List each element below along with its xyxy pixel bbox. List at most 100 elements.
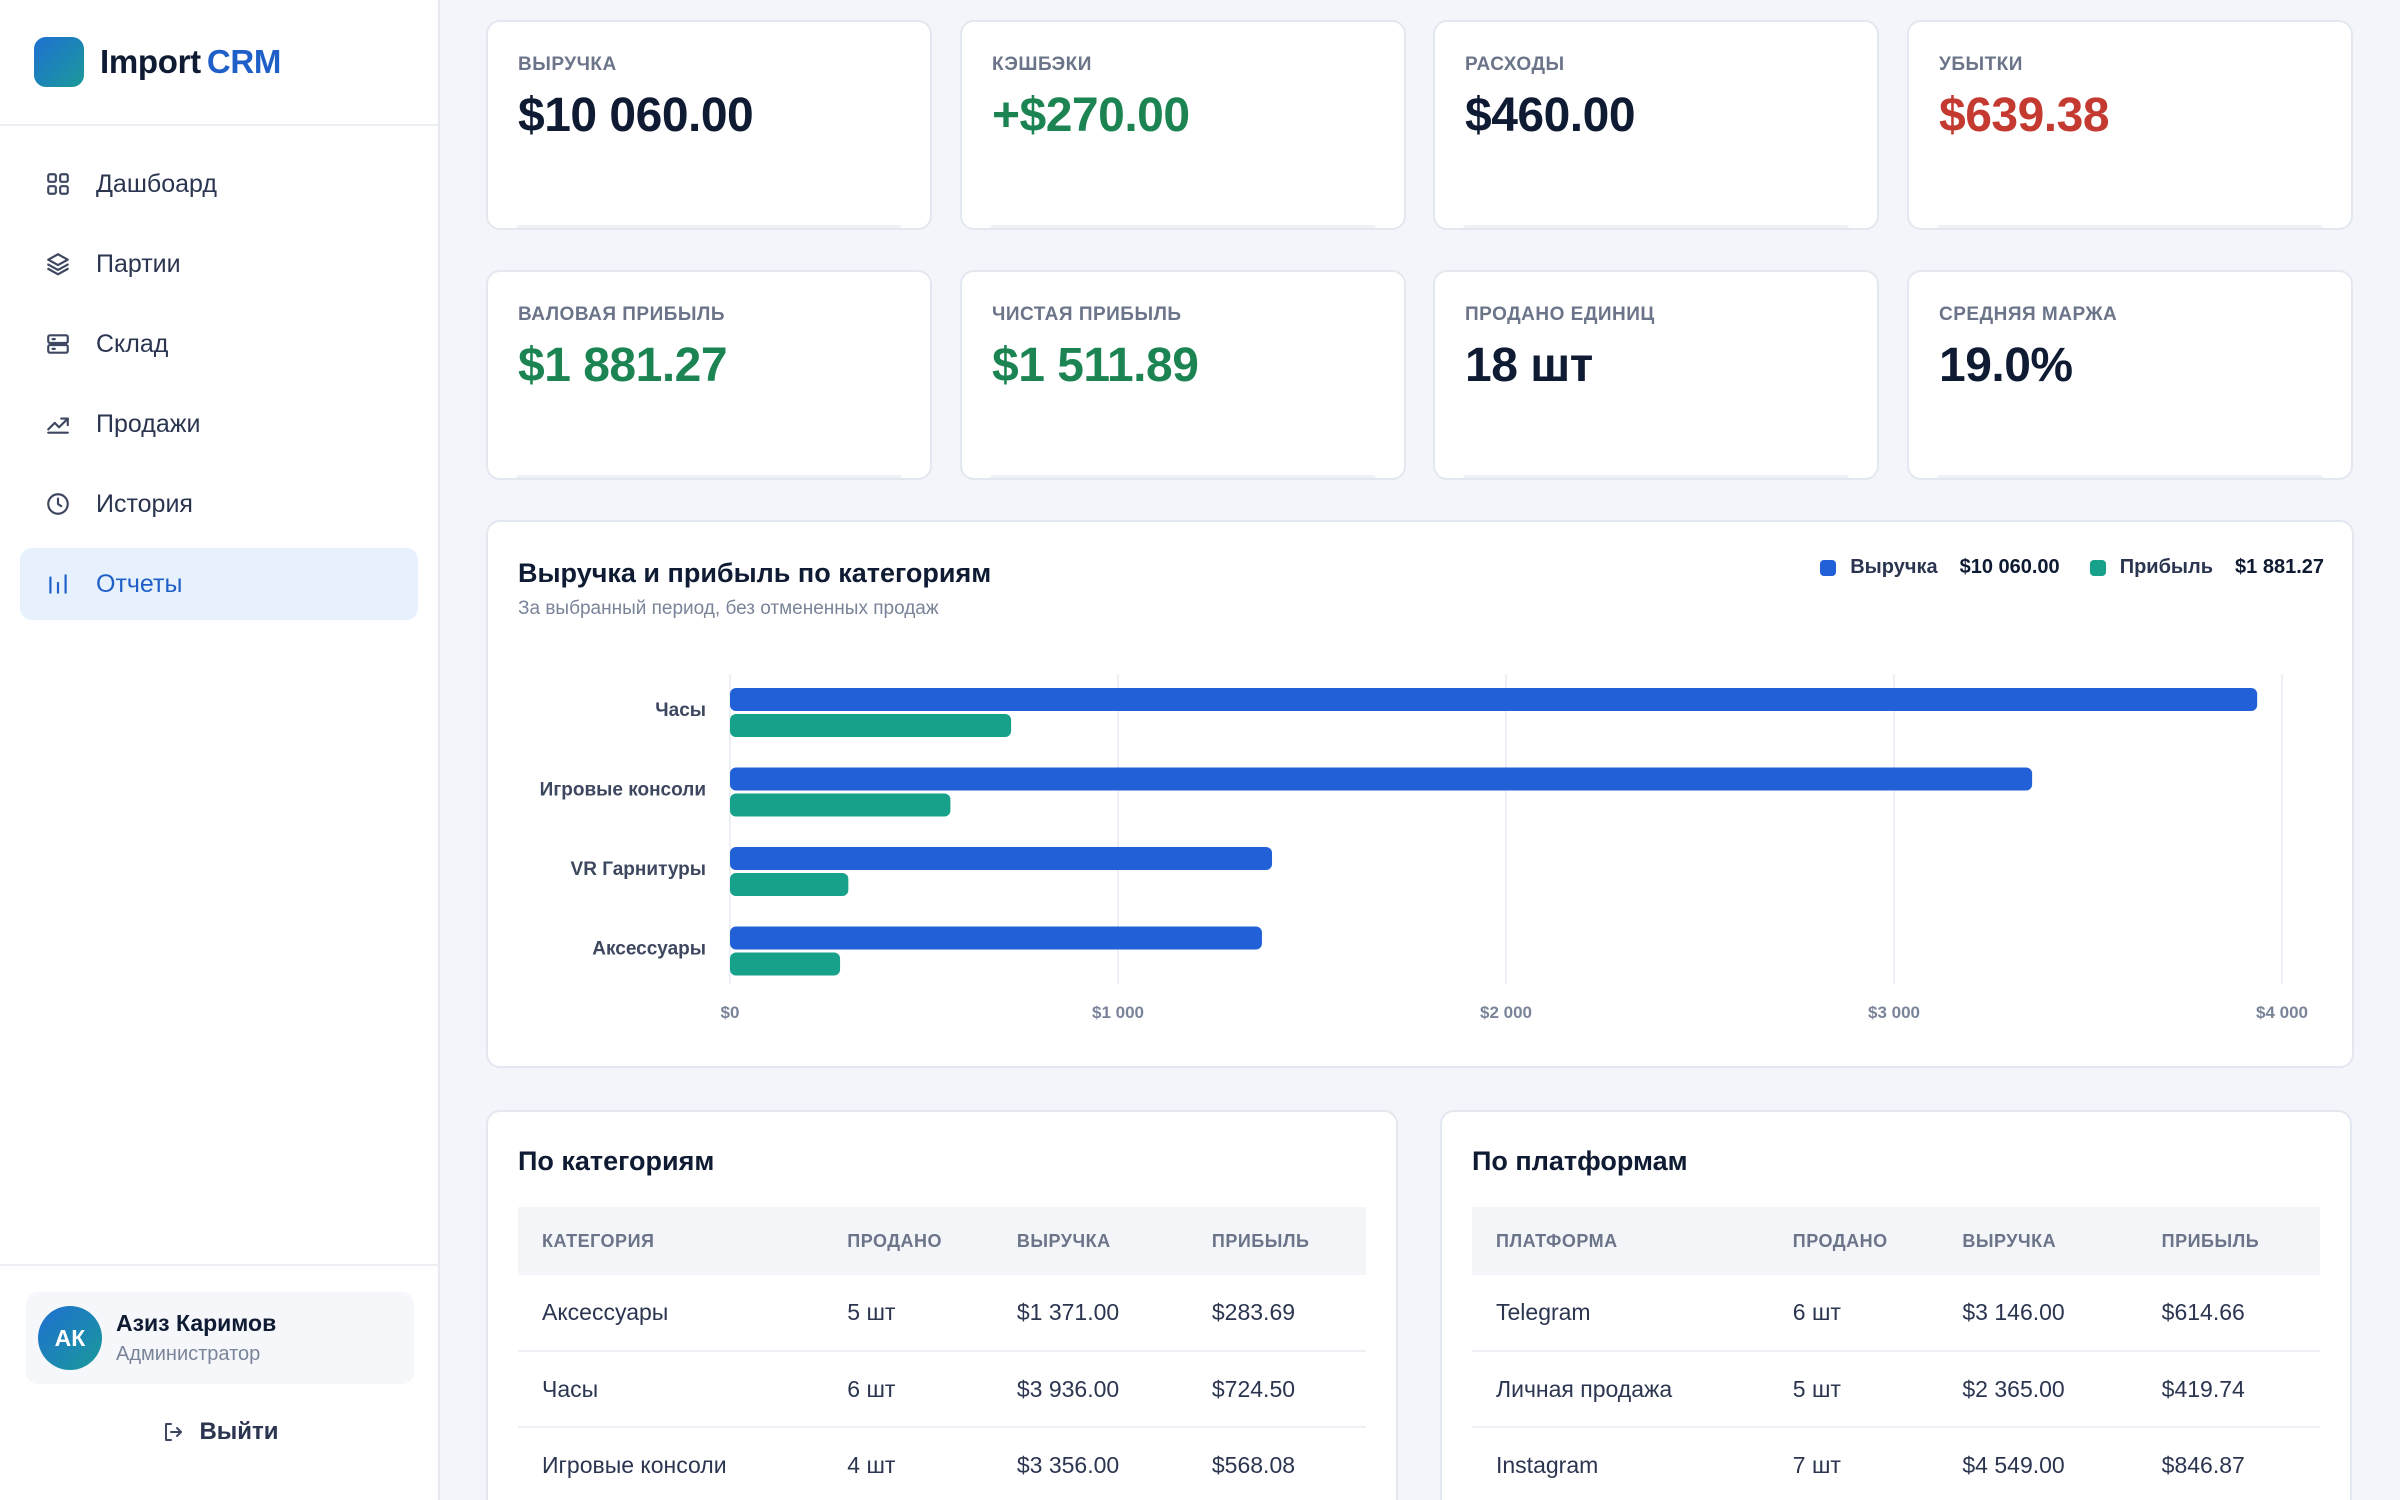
legend-value: $1 881.27: [2235, 556, 2324, 578]
column-header[interactable]: КАТЕГОРИЯ: [542, 1230, 655, 1251]
table-cell: Личная продажа: [1472, 1351, 1769, 1428]
kpi-value: $460.00: [1465, 89, 1636, 142]
column-header[interactable]: ПРИБЫЛЬ: [2161, 1230, 2260, 1251]
column-header[interactable]: ВЫРУЧКА: [1016, 1230, 1111, 1251]
kpi-card-losses: УБЫТКИ $639.38: [1907, 20, 2353, 230]
sidebar-item-sales[interactable]: Продажи: [20, 388, 418, 460]
table-cell: $1 371.00: [992, 1275, 1188, 1352]
bar-chart-icon: [44, 570, 72, 598]
table-header-row: КАТЕГОРИЯ ПРОДАНО ВЫРУЧКА ПРИБЫЛЬ: [518, 1207, 1366, 1275]
kpi-card-net-profit: ЧИСТАЯ ПРИБЫЛЬ $1 511.89: [960, 270, 1406, 480]
legend-item-profit: Прибыль $1 881.27: [2089, 556, 2324, 579]
kpi-underline: [1463, 225, 1849, 228]
kpi-label: ВЫРУЧКА: [518, 54, 617, 75]
table-cell: $3 936.00: [992, 1351, 1188, 1428]
chart-card: Выручка и прибыль по категориям За выбра…: [486, 520, 2354, 1068]
x-tick-label: $4 000: [2256, 1003, 2308, 1022]
server-icon: [44, 330, 72, 358]
table-row[interactable]: Аксессуары 5 шт $1 371.00 $283.69: [518, 1275, 1366, 1352]
sidebar: Import CRM Дашбоард Партии Склад Прода: [0, 0, 440, 1500]
kpi-value: $10 060.00: [518, 89, 754, 142]
kpi-value: $1 881.27: [518, 339, 728, 392]
table-row[interactable]: Telegram 6 шт $3 146.00 $614.66: [1472, 1275, 2320, 1352]
sidebar-item-label: Партии: [96, 249, 181, 278]
kpi-label: РАСХОДЫ: [1465, 54, 1565, 75]
legend-swatch: [1820, 559, 1837, 576]
bar-chart: $0 $1 000 $2 000 $3 000 $4 000 Часы Игровые ко…: [540, 674, 2308, 1022]
legend-value: $10 060.00: [1959, 556, 2060, 578]
categories-table-card: По категориям КАТЕГОРИЯ ПРОДАНО ВЫРУЧКА …: [486, 1110, 1398, 1500]
legend-item-revenue: Выручка $10 060.00: [1820, 556, 2060, 579]
kpi-underline: [1937, 225, 2323, 228]
column-header[interactable]: ВЫРУЧКА: [1962, 1230, 2057, 1251]
table-cell: $4 549.00: [1938, 1427, 2138, 1500]
legend-name: Выручка: [1850, 556, 1938, 578]
sidebar-item-warehouse[interactable]: Склад: [20, 308, 418, 380]
table-row[interactable]: Часы 6 шт $3 936.00 $724.50: [518, 1351, 1366, 1428]
column-header[interactable]: ПЛАТФОРМА: [1496, 1230, 1618, 1251]
logout-label: Выйти: [199, 1418, 279, 1445]
y-category-label: Игровые консоли: [540, 780, 706, 801]
y-category-label: Аксессуары: [592, 939, 706, 960]
bar-revenue: [730, 767, 2033, 791]
kpi-value: +$270.00: [992, 89, 1190, 142]
kpi-underline: [516, 225, 902, 228]
brand-name: Import CRM: [100, 43, 281, 81]
table-cell: 7 шт: [1768, 1427, 1939, 1500]
trending-up-icon: [44, 410, 72, 438]
table-cell: 6 шт: [823, 1351, 993, 1428]
user-card[interactable]: АК Азиз Каримов Администратор: [26, 1292, 414, 1384]
user-info: Азиз Каримов Администратор: [116, 1310, 276, 1366]
user-name: Азиз Каримов: [116, 1310, 277, 1336]
table-row[interactable]: Личная продажа 5 шт $2 365.00 $419.74: [1472, 1351, 2320, 1428]
table-cell: $614.66: [2137, 1275, 2320, 1352]
table-cell: $724.50: [1187, 1351, 1366, 1428]
brand-logo: [34, 37, 84, 87]
table-cell: Игровые консоли: [518, 1427, 824, 1500]
x-tick-label: $2 000: [1480, 1003, 1532, 1022]
table-row[interactable]: Игровые консоли 4 шт $3 356.00 $568.08: [518, 1427, 1366, 1500]
column-header[interactable]: ПРОДАНО: [847, 1230, 943, 1251]
kpi-value: 18 шт: [1465, 339, 1593, 392]
sidebar-item-label: Дашбоард: [96, 169, 217, 198]
x-tick-label: $1 000: [1092, 1003, 1144, 1022]
sidebar-item-history[interactable]: История: [20, 468, 418, 540]
sidebar-footer: АК Азиз Каримов Администратор Выйти: [0, 1264, 440, 1500]
sidebar-item-dashboard[interactable]: Дашбоард: [20, 148, 418, 220]
table-cell: 6 шт: [1768, 1275, 1939, 1352]
grid-icon: [44, 170, 72, 198]
y-category-label: VR Гарнитуры: [571, 859, 706, 880]
column-header[interactable]: ПРИБЫЛЬ: [1211, 1230, 1310, 1251]
categories-table: КАТЕГОРИЯ ПРОДАНО ВЫРУЧКА ПРИБЫЛЬ Аксесс…: [518, 1207, 1366, 1500]
brand[interactable]: Import CRM: [0, 0, 438, 126]
table-cell: 4 шт: [823, 1427, 993, 1500]
column-header[interactable]: ПРОДАНО: [1792, 1230, 1888, 1251]
brand-name-part2: CRM: [206, 43, 282, 80]
sidebar-item-reports[interactable]: Отчеты: [20, 548, 418, 620]
kpi-card-avg-margin: СРЕДНЯЯ МАРЖА 19.0%: [1907, 270, 2353, 480]
kpi-card-expenses: РАСХОДЫ $460.00: [1433, 20, 1879, 230]
kpi-underline: [516, 475, 902, 478]
kpi-underline: [990, 475, 1376, 478]
kpi-label: ЧИСТАЯ ПРИБЫЛЬ: [992, 304, 1182, 325]
sidebar-nav: Дашбоард Партии Склад Продажи История: [0, 126, 438, 620]
table-cell: $3 356.00: [992, 1427, 1188, 1500]
logout-button[interactable]: Выйти: [0, 1418, 440, 1446]
table-cell: 5 шт: [1768, 1351, 1939, 1428]
chart-title: Выручка и прибыль по категориям: [518, 558, 992, 588]
sidebar-item-label: Отчеты: [96, 569, 183, 598]
kpi-card-gross-profit: ВАЛОВАЯ ПРИБЫЛЬ $1 881.27: [486, 270, 932, 480]
sidebar-item-batches[interactable]: Партии: [20, 228, 418, 300]
table-cell: Telegram: [1472, 1275, 1769, 1352]
sidebar-item-label: История: [96, 489, 193, 518]
x-tick-label: $3 000: [1868, 1003, 1920, 1022]
kpi-card-units-sold: ПРОДАНО ЕДИНИЦ 18 шт: [1433, 270, 1879, 480]
bar-profit: [730, 952, 841, 976]
kpi-label: СРЕДНЯЯ МАРЖА: [1939, 304, 2118, 325]
brand-name-part1: Import: [100, 43, 201, 80]
table-cell: $846.87: [2137, 1427, 2320, 1500]
chart-legend: Выручка $10 060.00 Прибыль $1 881.27: [1790, 556, 2324, 579]
kpi-card-revenue: ВЫРУЧКА $10 060.00: [486, 20, 932, 230]
kpi-label: ПРОДАНО ЕДИНИЦ: [1465, 304, 1655, 325]
table-row[interactable]: Instagram 7 шт $4 549.00 $846.87: [1472, 1427, 2320, 1500]
